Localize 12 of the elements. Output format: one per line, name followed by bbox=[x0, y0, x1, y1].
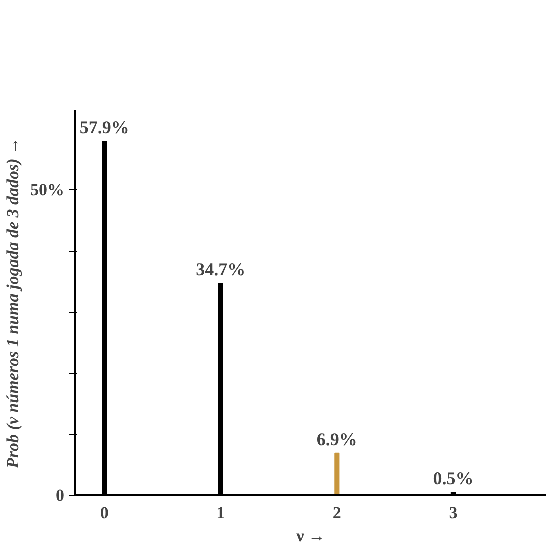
x-tick-label: 2 bbox=[332, 504, 342, 522]
data-label: 34.7% bbox=[196, 259, 246, 280]
x-tick-label: 0 bbox=[100, 504, 109, 522]
y-axis-title: Prob (ν números 1 numa jogada de 3 dados) → bbox=[4, 137, 22, 470]
x-tick-label: 1 bbox=[216, 504, 226, 522]
data-label: 0.5% bbox=[433, 468, 474, 488]
data-label: 57.9% bbox=[80, 118, 130, 138]
x-tick-label: 3 bbox=[449, 504, 458, 522]
data-label: 6.9% bbox=[316, 429, 358, 450]
y-tick-label: 50% bbox=[30, 180, 64, 200]
x-axis-title: ν → bbox=[296, 526, 326, 546]
bar bbox=[334, 452, 340, 496]
